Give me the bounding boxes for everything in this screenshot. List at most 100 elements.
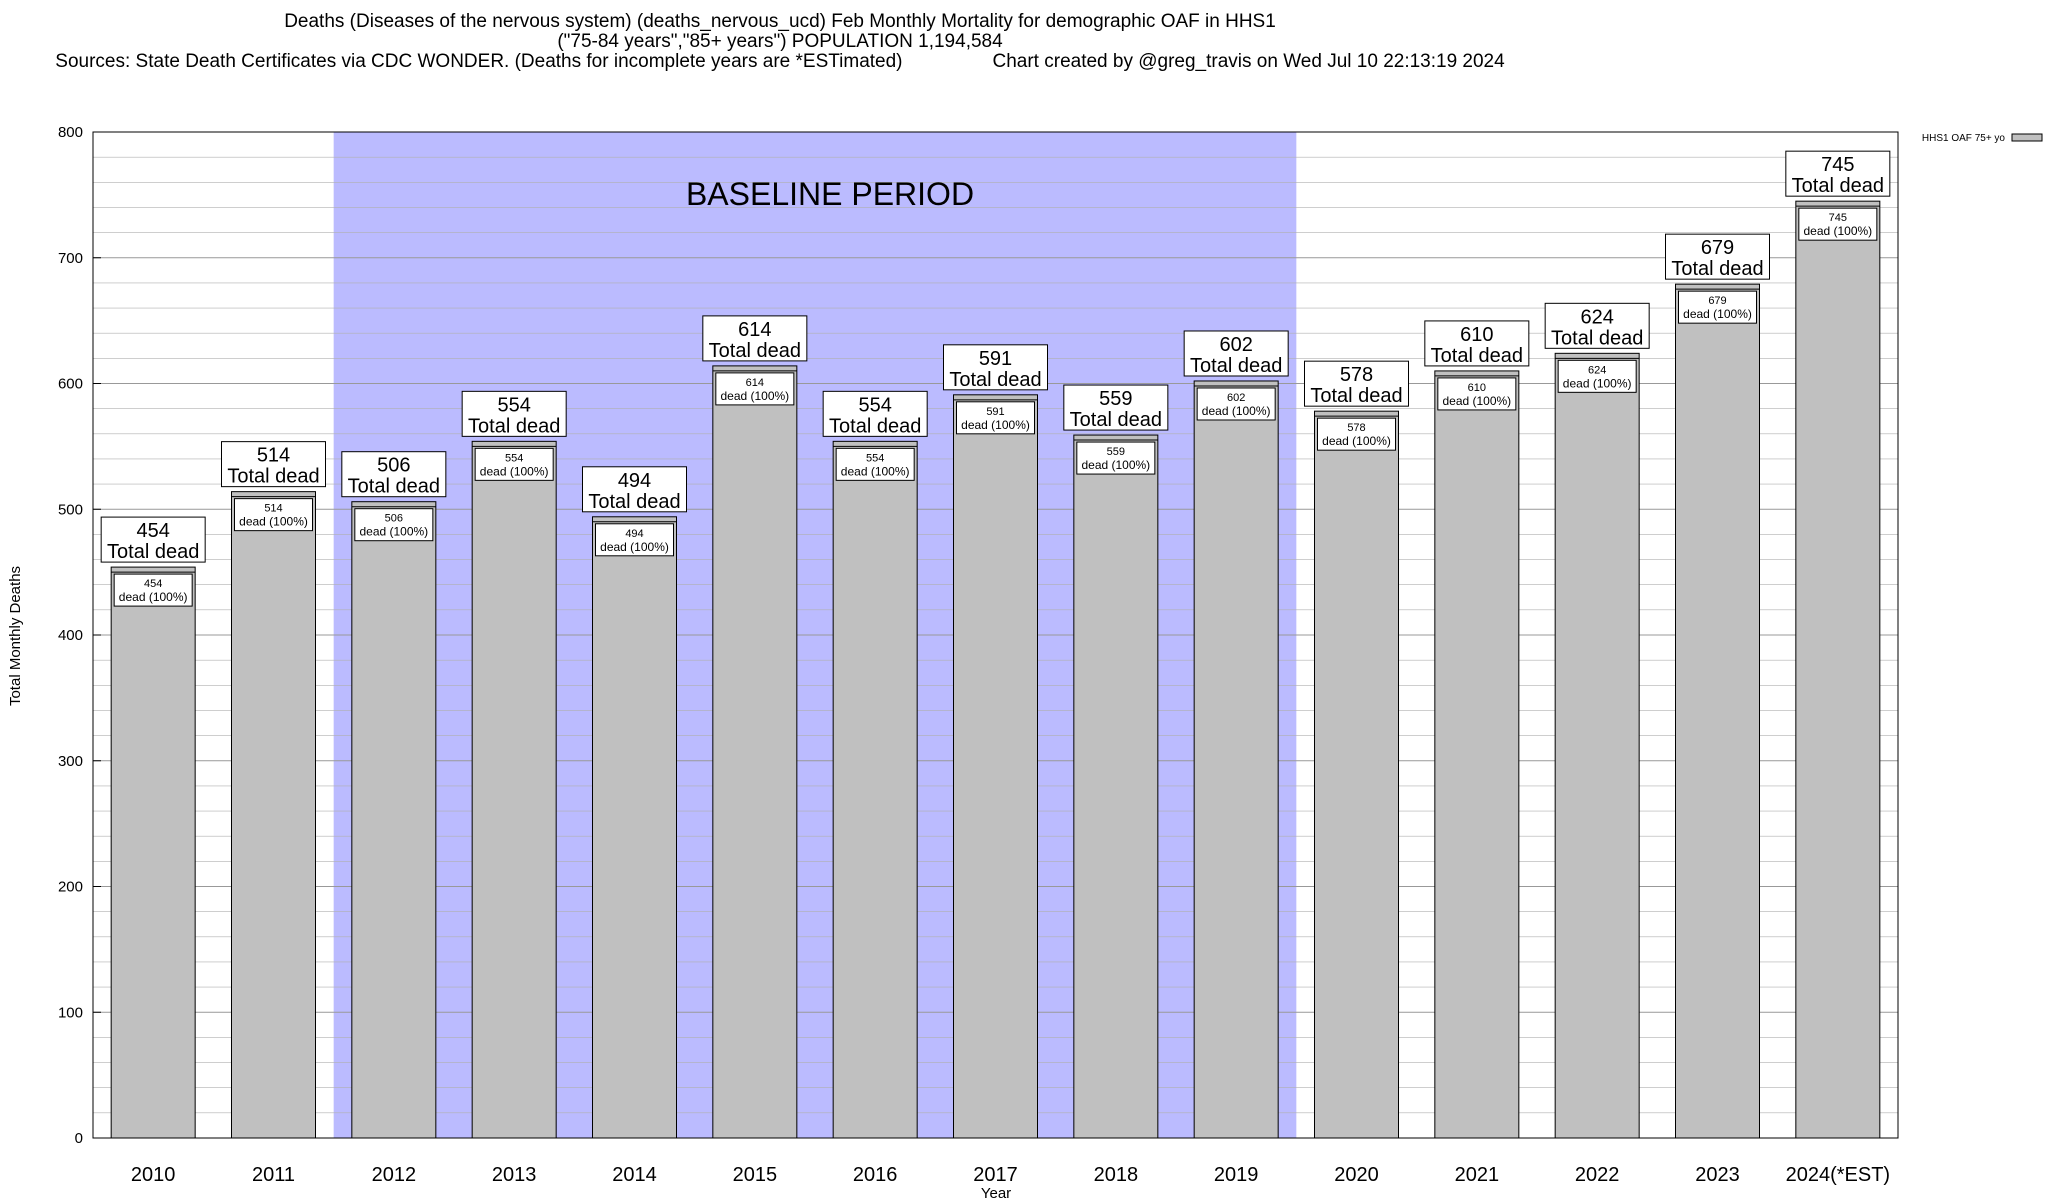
credit-note: Chart created by @greg_travis on Wed Jul…	[992, 51, 1505, 72]
inner-value-label: 454	[144, 578, 162, 590]
inner-value-label: 578	[1347, 422, 1365, 434]
bar	[351, 501, 437, 1139]
y-tick-label: 0	[75, 1130, 83, 1147]
total-label-box	[702, 315, 808, 362]
inner-value-label: 614	[746, 377, 764, 389]
x-tick-label: 2022	[1575, 1164, 1620, 1186]
total-dead-label: Total dead	[1792, 175, 1884, 197]
bar	[110, 566, 196, 1139]
total-label-box	[100, 516, 206, 563]
inner-value-label: 506	[385, 513, 403, 525]
inner-value-label: 624	[1588, 364, 1606, 376]
x-tick-label: 2019	[1214, 1164, 1259, 1186]
inner-label-box	[234, 498, 313, 532]
baseline-period-label: BASELINE PERIOD	[686, 176, 974, 212]
x-tick-label: 2016	[853, 1164, 898, 1186]
bar	[592, 516, 677, 1139]
inner-percent-label: dead (100%)	[1683, 307, 1752, 321]
title-line-2: ("75-84 years","85+ years") POPULATION 1…	[557, 31, 1003, 52]
inner-value-label: 494	[625, 528, 643, 540]
inner-label-box	[1678, 290, 1757, 324]
axes-layer: 0 100 200 300 400 500 600 700 800 2010 2011 2012 201…	[58, 124, 1899, 1186]
total-dead-label: Total dead	[227, 466, 319, 488]
y-tick-label: 100	[58, 1004, 83, 1021]
x-tick-label: 2018	[1094, 1164, 1139, 1186]
inner-value-label: 514	[264, 503, 282, 515]
legend-label: HHS1 OAF 75+ yo	[1922, 133, 2006, 144]
inner-label-box	[595, 523, 674, 557]
total-label-box	[1063, 384, 1169, 431]
inner-percent-label: dead (100%)	[841, 464, 910, 478]
inner-percent-label: dead (100%)	[1442, 394, 1511, 408]
inner-value-label: 610	[1468, 382, 1486, 394]
y-axis-label: Total Monthly Deaths	[7, 566, 24, 706]
total-dead-label: Total dead	[1551, 327, 1643, 349]
total-value-label: 554	[858, 394, 891, 416]
inner-label-box	[1437, 377, 1517, 411]
total-dead-label: Total dead	[1431, 345, 1523, 367]
inner-value-label: 554	[505, 452, 523, 464]
inner-label-box	[113, 573, 193, 607]
x-axis-label: Year	[981, 1185, 1011, 1200]
inner-label-box	[1798, 207, 1878, 241]
plot-frame	[92, 131, 1899, 1139]
total-label-box	[1183, 330, 1289, 377]
inner-percent-label: dead (100%)	[239, 515, 308, 529]
total-value-label: 591	[979, 348, 1012, 370]
total-value-label: 514	[257, 445, 290, 467]
inner-percent-label: dead (100%)	[600, 540, 669, 554]
total-label-box	[822, 390, 928, 437]
total-dead-label: Total dead	[829, 415, 921, 437]
x-tick-label: 2020	[1334, 1164, 1379, 1186]
inner-percent-label: dead (100%)	[1202, 404, 1271, 418]
x-tick-label: 2013	[492, 1164, 537, 1186]
total-dead-label: Total dead	[1671, 258, 1763, 280]
sources-note: Sources: State Death Certificates via CD…	[55, 51, 903, 72]
inner-label-box	[1076, 441, 1156, 475]
bar	[953, 394, 1038, 1139]
y-tick-label: 500	[58, 501, 83, 518]
y-tick-label: 800	[58, 124, 83, 141]
x-tick-label: 2012	[372, 1164, 417, 1186]
total-dead-label: Total dead	[709, 340, 801, 362]
bar	[1434, 370, 1520, 1139]
total-label-box	[1304, 360, 1409, 407]
bar	[832, 440, 918, 1139]
inner-label-box	[715, 372, 795, 406]
total-value-label: 494	[618, 470, 651, 492]
bar	[1314, 410, 1399, 1139]
inner-value-label: 679	[1708, 295, 1726, 307]
legend: HHS1 OAF 75+ yo	[1922, 133, 2043, 144]
total-value-label: 506	[377, 455, 410, 477]
title-line-3: Sources: State Death Certificates via CD…	[0, 52, 1560, 72]
inner-value-label: 602	[1227, 392, 1245, 404]
total-dead-label: Total dead	[949, 369, 1041, 391]
total-value-label: 578	[1340, 364, 1373, 386]
y-tick-label: 200	[58, 879, 83, 896]
inner-percent-label: dead (100%)	[119, 590, 188, 604]
inner-percent-label: dead (100%)	[1563, 376, 1632, 390]
legend-swatch	[2011, 133, 2043, 142]
x-tick-label: 2015	[733, 1164, 778, 1186]
inner-percent-label: dead (100%)	[961, 418, 1030, 432]
bar	[712, 365, 798, 1139]
inner-value-label: 745	[1829, 212, 1847, 224]
x-tick-label: 2017	[973, 1164, 1018, 1186]
inner-label-box	[1317, 417, 1396, 451]
inner-label-box	[354, 508, 434, 542]
x-tick-label: 2011	[252, 1164, 295, 1186]
total-label-box	[461, 390, 567, 437]
total-dead-label: Total dead	[348, 476, 440, 498]
inner-label-box	[474, 447, 554, 481]
total-dead-label: Total dead	[588, 491, 680, 513]
total-label-box	[1785, 150, 1891, 197]
bar	[1795, 200, 1881, 1139]
total-dead-label: Total dead	[1310, 385, 1402, 407]
x-tick-label: 2014	[612, 1164, 657, 1186]
total-label-box	[341, 451, 447, 498]
total-value-label: 610	[1460, 324, 1493, 346]
inner-percent-label: dead (100%)	[1081, 458, 1150, 472]
total-dead-label: Total dead	[468, 415, 560, 437]
total-dead-label: Total dead	[1070, 409, 1162, 431]
